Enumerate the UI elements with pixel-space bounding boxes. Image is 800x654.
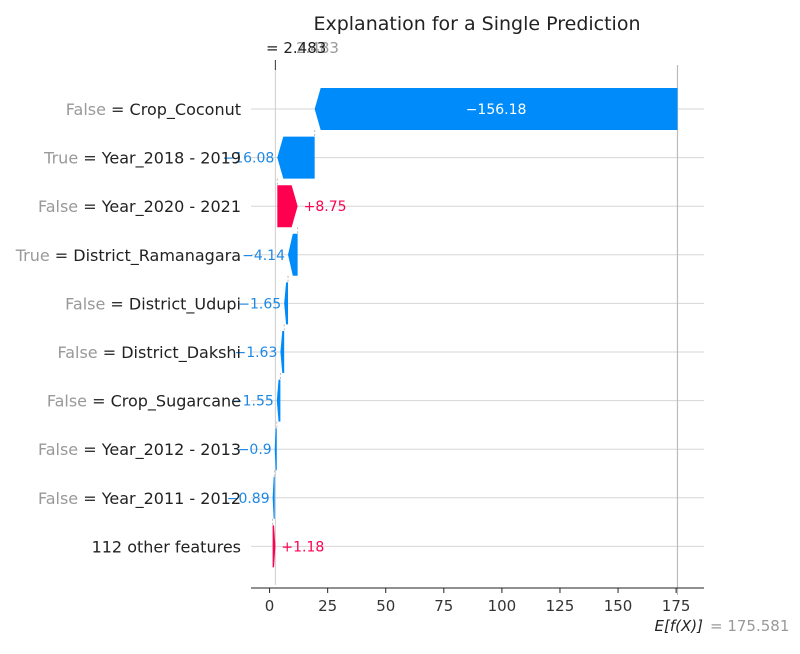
feature-name: Year_2020 - 2021 [101,197,241,217]
feature-name: Year_2012 - 2013 [101,440,241,460]
equals-sign: = [78,440,102,459]
feature-label-1: False = Crop_Coconut [66,100,241,120]
chart-title: Explanation for a Single Prediction [313,13,640,35]
equals-sign: = [78,489,102,508]
bar-value-label-6: −1.63 [234,345,277,361]
bar-3 [277,185,298,228]
equals-sign: = [87,392,111,411]
feature-value: True [43,149,78,168]
feature-name: 112 other features [92,537,241,556]
bar-value-label-10: +1.18 [281,539,324,555]
bar-value-label-1: −156.18 [466,102,527,118]
feature-value: True [15,246,50,265]
feature-name: District_Udupi [129,294,241,314]
bar-8 [274,428,277,471]
feature-label-3: False = Year_2020 - 2021 [38,197,241,217]
x-tick-label: 125 [546,597,575,615]
base-value-label: = 175.581 [710,617,789,635]
bar-5 [284,282,289,325]
equals-sign: = [105,294,129,313]
bar-9 [272,476,275,519]
x-tick-label: 25 [318,597,337,615]
feature-value: False [38,440,78,459]
feature-label-6: False = District_Dakshi [57,343,241,363]
feature-name: Crop_Coconut [130,100,241,120]
base-value-name: E[f(X)] [655,617,704,635]
feature-name: District_Dakshi [121,343,241,363]
fx-label-ghost: 2.483 [296,39,339,57]
feature-label-9: False = Year_2011 - 2012 [38,489,241,509]
feature-label-10: 112 other features [92,537,241,556]
feature-name: District_Ramanagara [73,246,241,266]
x-tick-label: 75 [434,597,453,615]
bar-value-label-7: −1.55 [231,394,274,410]
feature-label-4: True = District_Ramanagara [15,246,241,266]
equals-sign: = [78,197,102,216]
feature-value: False [66,100,106,119]
equals-sign: = [106,100,130,119]
bar-value-label-3: +8.75 [304,199,347,215]
bar-7 [276,379,281,422]
fx-label: = 2.483 [266,39,326,57]
bar-value-label-2: −16.08 [222,151,274,167]
feature-value: False [57,343,97,362]
bar-2 [277,136,315,179]
bar-value-label-4: −4.14 [242,248,285,264]
equals-sign: = [78,149,102,168]
feature-value: False [47,392,87,411]
feature-label-8: False = Year_2012 - 2013 [38,440,241,460]
x-tick-label: 50 [376,597,395,615]
x-tick-label: 0 [265,597,275,615]
bar-value-label-8: −0.9 [238,442,272,458]
feature-value: False [38,197,78,216]
x-tick-label: 175 [662,597,691,615]
x-tick-label: 100 [488,597,517,615]
feature-name: Year_2018 - 2019 [101,149,241,169]
equals-sign: = [50,246,74,265]
x-tick-label: 150 [604,597,633,615]
bar-4 [288,233,298,276]
feature-label-7: False = Crop_Sugarcane [47,392,241,412]
feature-value: False [38,489,78,508]
feature-name: Crop_Sugarcane [111,392,241,412]
equals-sign: = [98,343,122,362]
feature-value: False [65,294,105,313]
bar-10 [272,525,276,568]
bar-value-label-5: −1.65 [238,296,281,312]
feature-label-5: False = District_Udupi [65,294,241,314]
bar-1 [314,88,678,130]
feature-label-2: True = Year_2018 - 2019 [43,149,241,169]
feature-name: Year_2011 - 2012 [101,489,241,509]
bar-6 [280,331,285,373]
bar-value-label-9: −0.89 [227,491,270,507]
